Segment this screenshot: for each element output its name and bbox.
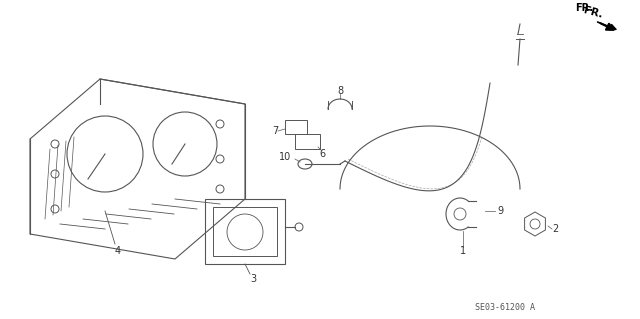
Text: SE03-61200 A: SE03-61200 A	[475, 302, 535, 311]
Text: FR.: FR.	[582, 6, 604, 20]
Text: 7: 7	[272, 126, 278, 136]
Text: 9: 9	[497, 206, 503, 216]
Text: 1: 1	[460, 246, 466, 256]
Text: 2: 2	[552, 224, 558, 234]
Text: 8: 8	[337, 86, 343, 96]
Text: 6: 6	[319, 149, 325, 159]
Text: 3: 3	[250, 274, 256, 284]
Text: FR.: FR.	[575, 3, 593, 13]
Text: 4: 4	[115, 246, 121, 256]
Text: 10: 10	[279, 152, 291, 162]
